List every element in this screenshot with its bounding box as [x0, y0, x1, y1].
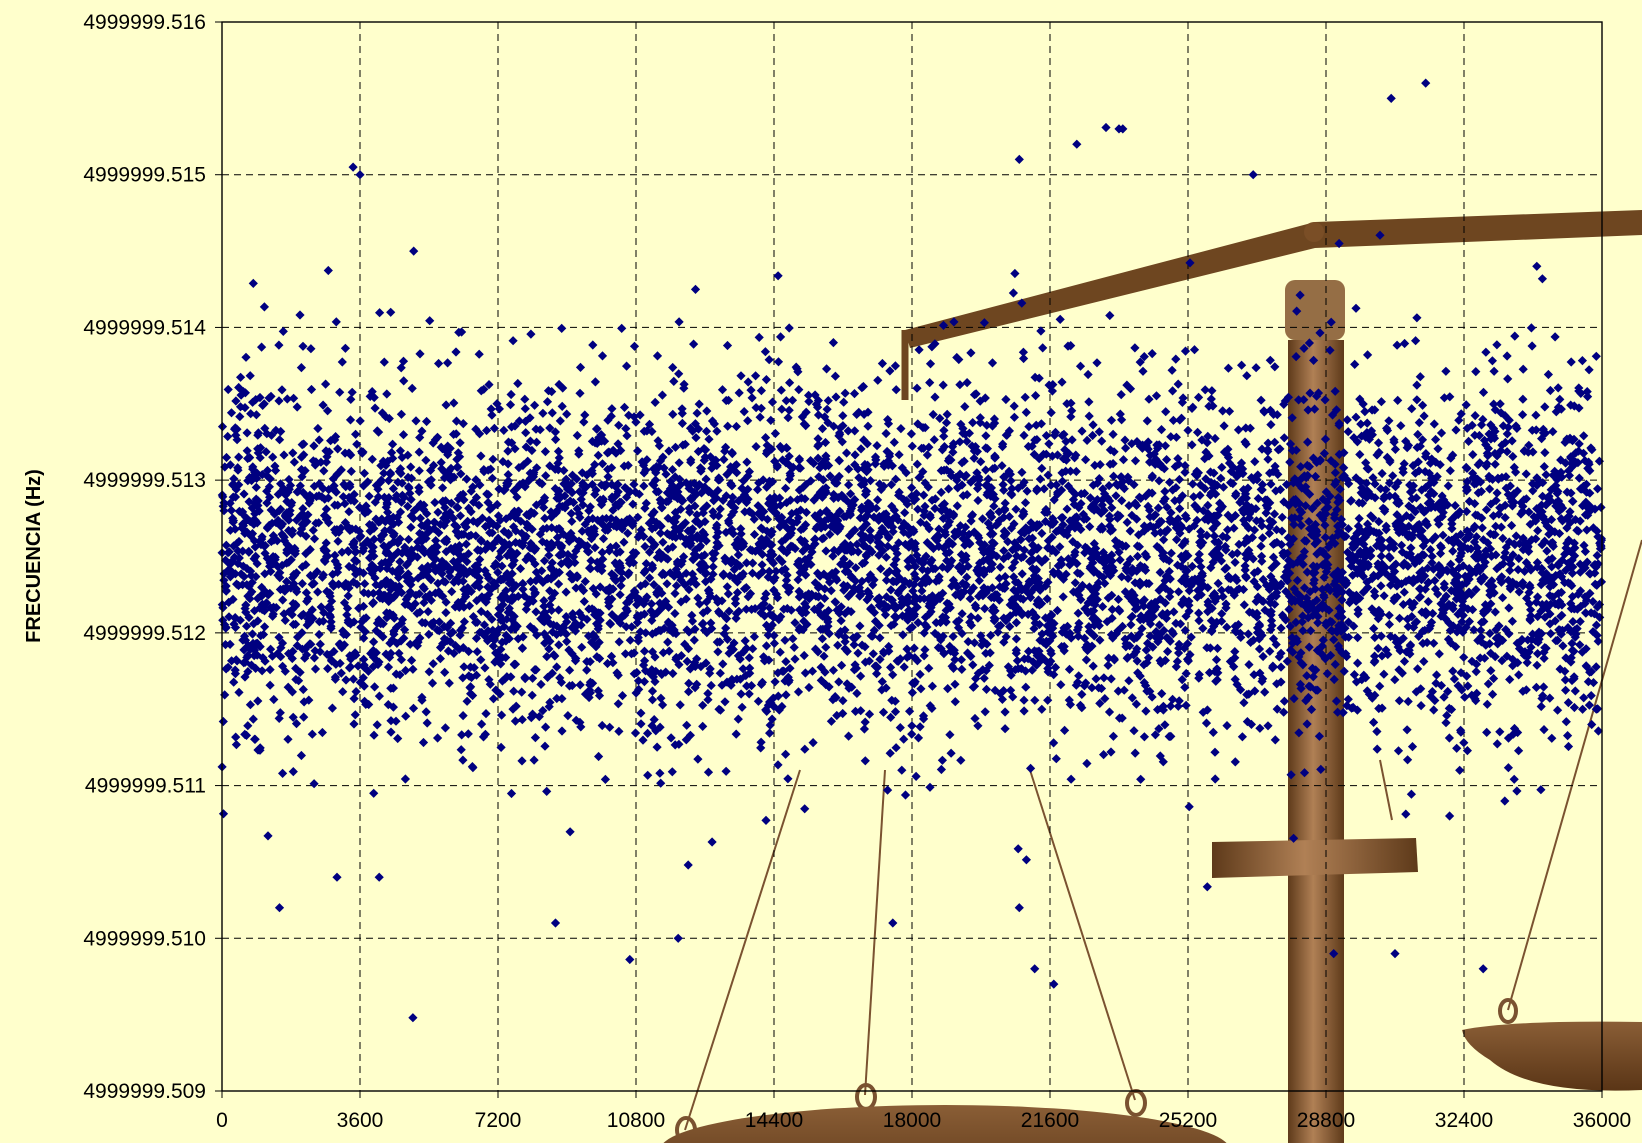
data-point-markers: [217, 78, 1607, 1023]
y-tick-label: 4999999.516: [83, 11, 206, 34]
x-tick-label: 25200: [1159, 1109, 1217, 1132]
y-tick-label: 4999999.510: [83, 927, 206, 950]
y-tick-label: 4999999.513: [83, 469, 206, 492]
x-tick-label: 18000: [883, 1109, 941, 1132]
y-axis-title: FRECUENCIA (Hz): [23, 469, 45, 643]
x-tick-label: 28800: [1297, 1109, 1355, 1132]
x-tick-label: 32400: [1435, 1109, 1493, 1132]
y-tick-label: 4999999.512: [83, 622, 206, 645]
y-tick-label: 4999999.515: [83, 164, 206, 187]
y-tick-label: 4999999.514: [83, 316, 206, 339]
y-tick-label: 4999999.509: [83, 1080, 206, 1103]
x-tick-label: 3600: [337, 1109, 384, 1132]
data-series: [217, 78, 1607, 1023]
x-axis-tick-labels: 0 3600 7200 10800 14400 18000 21600 25200 28800 3…: [216, 1091, 1631, 1132]
x-tick-label: 10800: [607, 1109, 665, 1132]
x-tick-label: 0: [216, 1109, 228, 1132]
x-tick-label: 14400: [745, 1109, 803, 1132]
y-axis-tick-labels: 4999999.516 4999999.515 4999999.514 4999999…: [83, 11, 222, 1103]
y-tick-label: 4999999.511: [85, 775, 206, 798]
x-tick-label: 36000: [1573, 1109, 1631, 1132]
x-tick-label: 7200: [475, 1109, 522, 1132]
x-tick-label: 21600: [1021, 1109, 1079, 1132]
